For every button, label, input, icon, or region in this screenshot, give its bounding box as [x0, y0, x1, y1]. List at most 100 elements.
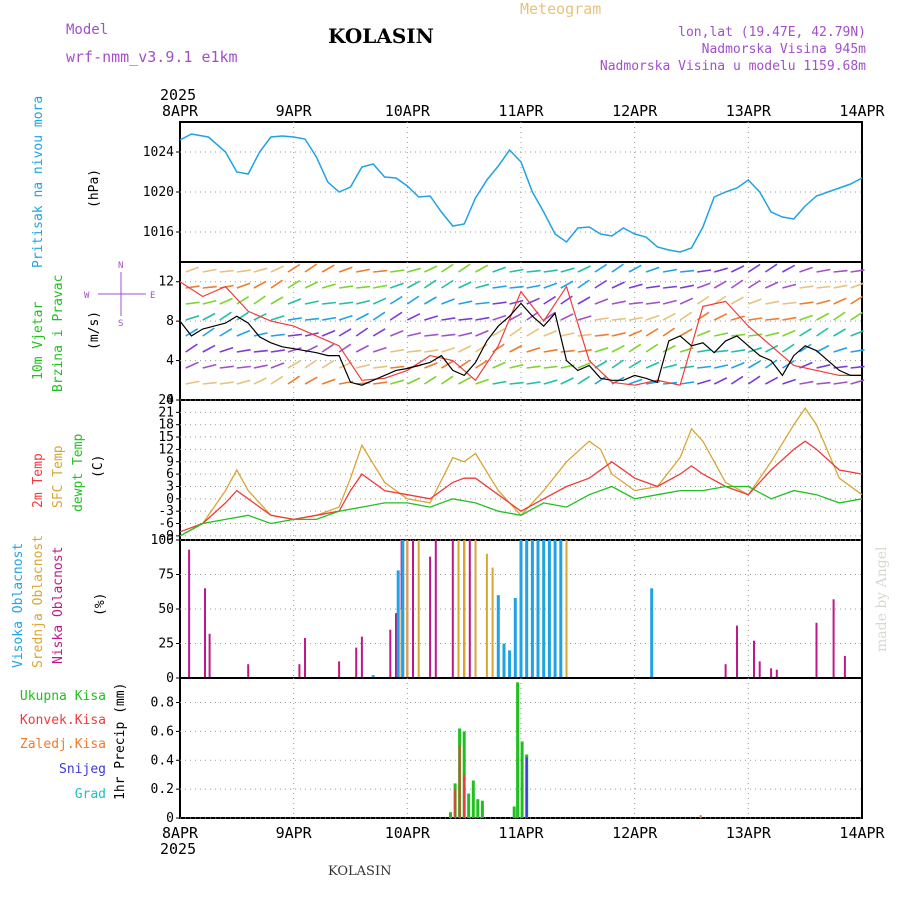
wind-vector — [850, 311, 863, 321]
cloud-low-bar — [736, 625, 738, 678]
wind-vector — [679, 328, 693, 337]
cloud-unit-label: (%) — [93, 593, 108, 616]
wind-vector — [577, 315, 592, 321]
cloud-mid-bar — [457, 540, 460, 678]
wind-vector — [850, 269, 865, 273]
wind-vector — [236, 365, 251, 369]
cloud-high-bar — [371, 675, 375, 678]
wind-vector — [611, 300, 626, 305]
wind-vector — [389, 311, 403, 321]
cloud-mid-bar — [491, 567, 494, 678]
wind-vector — [543, 282, 558, 289]
wind-vector — [781, 343, 795, 353]
cloud-high-bar — [530, 540, 534, 678]
wind-vector — [492, 266, 507, 273]
wind-vector — [628, 301, 643, 305]
precip-total-bar — [476, 799, 480, 818]
wind-vector — [458, 344, 472, 353]
precip-total-bar — [480, 800, 484, 818]
wind-vector — [270, 333, 285, 337]
wind-vector — [287, 360, 301, 369]
wind-vector — [339, 285, 354, 289]
wind-vector — [730, 362, 745, 369]
cloud-mid-bar — [485, 553, 488, 678]
precip-frozen-bar — [699, 815, 702, 818]
credit-label: made by Angel — [874, 546, 890, 652]
wind-vector — [730, 265, 745, 273]
wind-vector — [202, 285, 217, 289]
wind-vector — [338, 314, 353, 321]
cloud-side-label-low: Niska Oblacnost — [51, 547, 66, 664]
wind-vector — [645, 301, 661, 305]
bottom-date-label: 14APR — [839, 824, 885, 842]
temp-side-label-sfc: SFC Temp — [51, 445, 66, 508]
wind-vector — [475, 283, 490, 289]
wind-vector — [236, 269, 251, 273]
wind-vector — [714, 332, 729, 337]
wind-vector — [628, 264, 642, 273]
wind-vector — [543, 348, 558, 353]
wind-vector — [373, 269, 388, 273]
wind-vector — [833, 347, 848, 353]
wind-vector — [219, 269, 234, 273]
wind-vector — [833, 381, 848, 385]
wind-vector — [441, 279, 454, 289]
wind-vector — [509, 312, 523, 321]
wind-vector — [202, 299, 217, 305]
wind-vector — [799, 343, 812, 353]
wind-vector — [236, 329, 251, 337]
wind-vector — [373, 365, 388, 369]
wind-vector — [782, 316, 797, 321]
wind-vector — [202, 381, 217, 385]
wind-vector — [833, 297, 847, 305]
wind-vector — [594, 298, 609, 305]
wind-vector — [713, 377, 728, 385]
bottom-date-label: 10APR — [385, 824, 431, 842]
wind-vector — [560, 332, 575, 337]
wind-vector — [696, 282, 711, 289]
wind-vector — [782, 329, 796, 337]
wind-vector — [713, 295, 727, 305]
wind-vector — [185, 285, 200, 289]
wind-vector — [253, 349, 268, 353]
cloud-low-bar — [412, 540, 414, 678]
wind-vector — [526, 346, 541, 353]
temp-ytick-label: 24 — [158, 393, 174, 408]
top-date-label: 13APR — [726, 102, 772, 120]
wind-vector — [458, 300, 473, 305]
wind-vector — [782, 283, 797, 289]
wind-vector — [253, 295, 266, 305]
cloud-low-bar — [338, 661, 341, 678]
wind-vector — [202, 344, 216, 353]
wind-vector — [321, 378, 336, 385]
wind-vector — [577, 349, 592, 353]
wind-vector — [731, 333, 746, 337]
wind-vector — [765, 344, 779, 353]
wind-side-label-2: Brzina i Pravac — [51, 275, 66, 392]
wind-vector — [645, 343, 659, 353]
wind-vector — [543, 379, 558, 385]
cloud-low-bar — [360, 636, 363, 678]
model-label: Model — [66, 22, 108, 38]
cloud-high-bar — [519, 540, 523, 678]
wind-vector — [594, 375, 607, 385]
wind-vector — [833, 328, 847, 337]
wind-vector — [321, 329, 336, 337]
precip-conv-bar — [458, 745, 461, 818]
top-date-label: 10APR — [385, 102, 431, 120]
cloud-low-bar — [304, 638, 306, 678]
wind-vector — [338, 343, 352, 353]
precip-ytick-label: 0 — [166, 811, 174, 826]
cloud-mid-bar — [417, 540, 420, 678]
wind-vector — [219, 381, 234, 385]
precip-ytick-label: 0.2 — [151, 782, 174, 797]
wind-vector — [697, 269, 712, 273]
wind-vector — [577, 265, 591, 273]
wind-vector — [236, 295, 250, 305]
wind-vector — [202, 363, 217, 369]
wind-vector — [748, 347, 762, 353]
wind-vector — [389, 295, 403, 305]
wind-vector — [458, 332, 473, 337]
top-date-label: 11APR — [498, 102, 544, 120]
wind-vector — [526, 365, 541, 369]
